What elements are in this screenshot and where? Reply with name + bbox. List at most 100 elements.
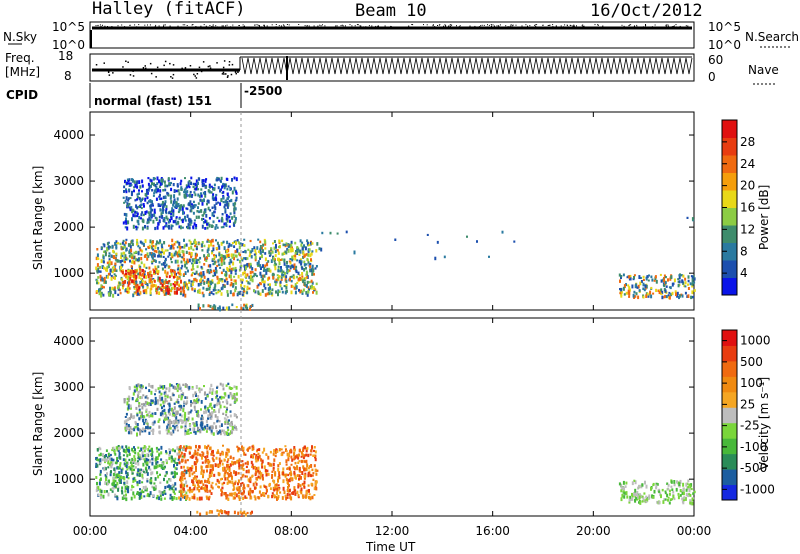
- data-cell: [176, 425, 179, 429]
- data-cell: [285, 450, 288, 453]
- data-cell: [242, 496, 245, 500]
- data-cell: [198, 496, 201, 501]
- data-cell: [154, 393, 156, 396]
- data-cell: [272, 452, 275, 456]
- data-cell: [184, 425, 187, 429]
- data-cell: [123, 190, 125, 193]
- data-cell: [160, 282, 163, 285]
- data-cell: [184, 281, 187, 285]
- data-cell: [109, 488, 112, 491]
- data-cell: [259, 476, 262, 480]
- data-cell: [227, 185, 230, 188]
- data-cell: [235, 269, 238, 272]
- data-cell: [243, 244, 246, 247]
- data-cell: [175, 222, 178, 226]
- nsky-dot: [432, 25, 434, 27]
- data-cell: [170, 289, 173, 292]
- data-cell: [184, 411, 187, 415]
- data-cell: [228, 466, 231, 469]
- data-cell: [156, 176, 159, 181]
- data-cell: [202, 286, 205, 290]
- data-cell: [128, 287, 131, 290]
- data-cell: [183, 477, 186, 480]
- data-cell: [275, 485, 278, 488]
- colorbar-tick-label: 16: [740, 201, 755, 215]
- data-cell: [290, 248, 293, 253]
- nsky-dot: [336, 25, 338, 27]
- data-cell: [175, 467, 178, 471]
- nsky-dot: [212, 24, 214, 26]
- data-cell: [180, 482, 183, 485]
- nsky-dot: [555, 25, 557, 27]
- data-cell: [127, 188, 130, 191]
- data-cell: [167, 402, 170, 405]
- data-cell: [177, 458, 180, 461]
- data-cell: [231, 303, 234, 307]
- data-cell: [655, 484, 658, 488]
- data-cell: [197, 306, 200, 310]
- data-cell: [684, 281, 687, 285]
- data-cell: [156, 456, 159, 460]
- data-cell: [241, 243, 244, 247]
- data-cell: [151, 401, 154, 405]
- data-cell: [201, 451, 204, 454]
- data-cell: [124, 179, 126, 184]
- nsky-dot: [492, 24, 494, 26]
- data-cell: [296, 474, 299, 477]
- data-cell: [267, 494, 270, 499]
- data-cell: [173, 496, 176, 500]
- data-cell: [691, 275, 694, 279]
- data-cell: [165, 275, 168, 278]
- data-cell: [211, 406, 213, 410]
- data-cell: [162, 208, 165, 212]
- data-cell: [97, 493, 100, 497]
- data-cell: [226, 463, 228, 468]
- data-cell: [99, 458, 102, 462]
- data-cell: [174, 204, 177, 207]
- data-cell: [220, 262, 223, 266]
- nsky-dot: [306, 25, 308, 26]
- nsky-dot: [437, 25, 438, 26]
- data-cell: [172, 385, 175, 389]
- data-cell: [233, 486, 236, 491]
- data-cell: [226, 422, 229, 425]
- data-cell: [249, 511, 252, 515]
- data-cell: [210, 510, 213, 514]
- data-cell: [145, 266, 148, 269]
- data-cell: [211, 411, 214, 415]
- data-cell: [158, 197, 161, 201]
- nsky-dot: [349, 24, 351, 26]
- data-cell: [281, 496, 284, 500]
- data-cell: [212, 257, 215, 261]
- nave-dot: [207, 65, 210, 68]
- data-cell: [204, 210, 207, 214]
- data-cell: [176, 183, 179, 187]
- data-cell: [291, 477, 294, 482]
- data-cell: [119, 464, 122, 467]
- data-cell: [233, 395, 236, 398]
- data-cell: [195, 421, 198, 425]
- data-cell: [180, 404, 183, 409]
- data-cell: [215, 395, 218, 399]
- data-cell: [153, 465, 156, 470]
- data-cell: [128, 183, 131, 187]
- data-cell: [207, 222, 210, 226]
- data-cell: [191, 386, 194, 390]
- data-cell: [123, 212, 126, 216]
- data-cell: [284, 244, 287, 248]
- data-cell: [177, 401, 180, 404]
- data-cell: [242, 491, 245, 495]
- data-cell: [315, 282, 318, 286]
- nsky-dot: [636, 24, 638, 26]
- data-cell: [170, 226, 173, 230]
- data-cell: [178, 450, 181, 454]
- data-cell: [250, 455, 253, 459]
- nave-dot: [172, 73, 175, 76]
- data-cell: [216, 386, 218, 389]
- data-cell: [296, 281, 299, 284]
- data-cell: [201, 249, 204, 252]
- data-cell: [251, 303, 254, 307]
- data-cell: [214, 283, 217, 288]
- data-cell: [187, 411, 190, 415]
- data-cell: [172, 275, 175, 279]
